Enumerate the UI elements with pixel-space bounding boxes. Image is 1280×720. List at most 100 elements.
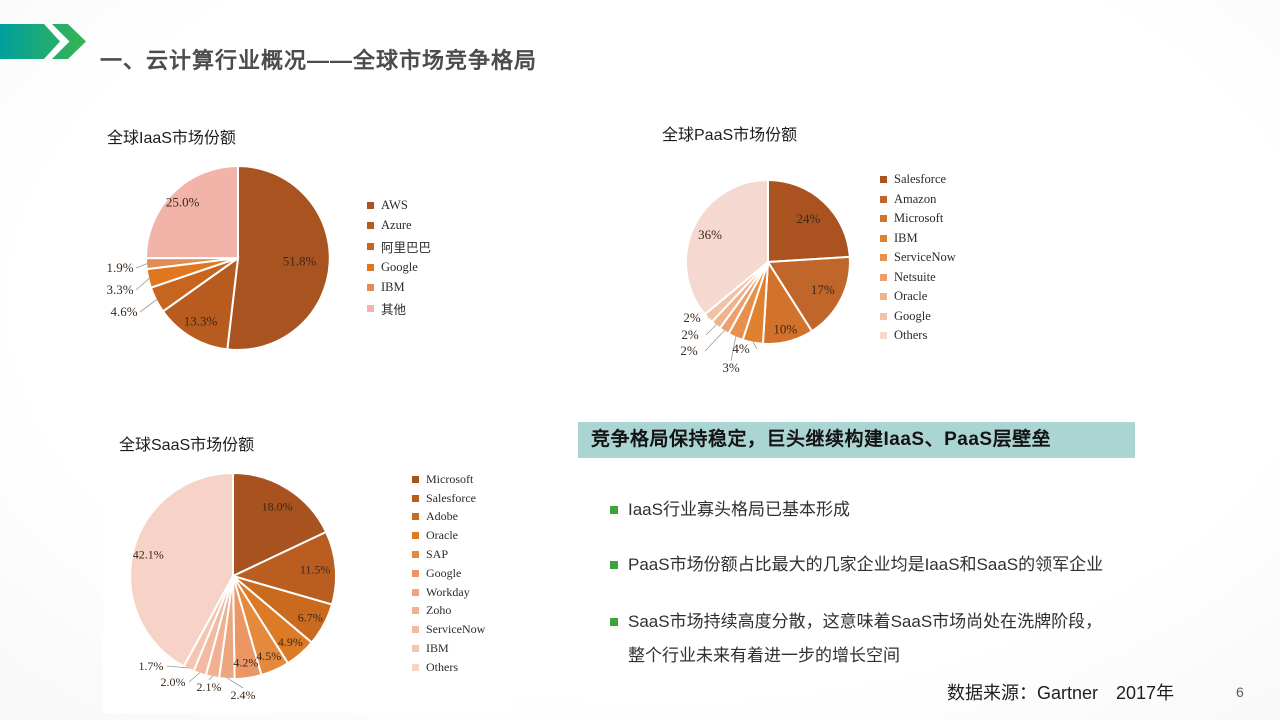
- legend-item: Zoho: [412, 602, 485, 621]
- legend-item: IBM: [367, 277, 431, 298]
- legend-marker-icon: [412, 532, 419, 540]
- pie-label: 4.9%: [278, 635, 303, 649]
- pie-label: 4.2%: [233, 656, 258, 670]
- paas-pie-chart: 24% 17% 10% 4% 3% 2% 2% 2% 36% 全球PaaS市场份额 Salesf…: [645, 116, 985, 382]
- leader-line: [208, 675, 213, 681]
- legend-label: AWS: [381, 197, 408, 212]
- legend-marker-icon: [412, 569, 419, 577]
- leader-line: [752, 341, 758, 350]
- legend-label: Zoho: [426, 603, 452, 618]
- legend-label: Netsuite: [894, 269, 936, 284]
- arrow-chevron-shape: [52, 24, 86, 59]
- legend-label: Others: [894, 328, 928, 343]
- legend-marker-icon: [880, 176, 887, 184]
- legend-label: IBM: [426, 641, 449, 656]
- legend-item: Netsuite: [880, 268, 956, 288]
- bullet-text: IaaS行业寡头格局已基本形成: [628, 500, 850, 519]
- leader-line: [135, 263, 148, 269]
- legend-marker-icon: [367, 242, 374, 250]
- legend-item: 阿里巴巴: [367, 236, 431, 257]
- legend-label: IBM: [381, 280, 405, 295]
- legend-item: Workday: [412, 583, 485, 602]
- legend-marker-icon: [880, 273, 887, 281]
- legend-label: Azure: [381, 218, 412, 233]
- legend-item: AWS: [367, 195, 431, 216]
- legend-marker-icon: [412, 645, 419, 653]
- pie-label: 2.0%: [161, 675, 186, 689]
- legend-label: Salesforce: [894, 172, 947, 187]
- legend-marker-icon: [412, 513, 419, 521]
- pie-label: 51.8%: [283, 254, 317, 269]
- legend-item: ServiceNow: [880, 248, 956, 268]
- legend-marker-icon: [367, 304, 374, 312]
- legend-marker-icon: [367, 263, 374, 271]
- leader-line: [188, 672, 201, 683]
- legend-label: 其他: [381, 302, 407, 317]
- pie-label: 17%: [811, 282, 835, 297]
- legend-label: Google: [381, 259, 418, 274]
- chart-title-saas: 全球SaaS市场份额: [119, 437, 255, 454]
- pie-label: 2%: [683, 310, 701, 325]
- legend-label: 阿里巴巴: [381, 240, 432, 255]
- legend-item: Azure: [367, 216, 431, 237]
- pie-label: 4%: [732, 341, 750, 356]
- legend-marker-icon: [880, 234, 887, 242]
- pie-label: 25.0%: [166, 195, 200, 210]
- legend-item: 其他: [367, 298, 431, 319]
- legend-marker-icon: [880, 254, 887, 262]
- legend-marker-icon: [412, 551, 419, 559]
- pie-label: 3%: [722, 360, 740, 375]
- saas-pie-chart: 18.0% 11.5% 6.7% 4.9% 4.5% 4.2% 2.4% 2.1% 2.0% 1.…: [103, 425, 510, 713]
- legend-label: Salesforce: [426, 490, 476, 505]
- legend-marker-icon: [367, 284, 374, 292]
- legend-item: IBM: [880, 229, 956, 249]
- pie-slice: [232, 471, 328, 578]
- pie-slice: [766, 255, 851, 333]
- legend-marker-icon: [880, 312, 887, 320]
- legend-item: Microsoft: [880, 209, 956, 229]
- bullet-text-line1: SaaS市场持续高度分散，这意味着SaaS市场尚处在洗牌阶段，: [628, 612, 1103, 631]
- pie-label: 2.4%: [231, 688, 256, 702]
- bullet-square-icon: [610, 561, 618, 569]
- legend-item: Google: [367, 257, 431, 278]
- legend-item: Adobe: [412, 508, 485, 527]
- leader-line: [226, 677, 244, 689]
- legend-marker-icon: [367, 222, 374, 230]
- legend-item: Microsoft: [412, 470, 485, 489]
- arrow-banner-shape: [0, 24, 60, 59]
- legend-marker-icon: [367, 201, 374, 209]
- pie-slice: [129, 471, 234, 668]
- legend-item: Salesforce: [880, 170, 956, 190]
- pie-label: 18.0%: [262, 499, 293, 513]
- saas-pie: 18.0% 11.5% 6.7% 4.9%4.5%4.2% 2.4% 2.1% 2.0% 1.…: [129, 471, 337, 702]
- legend-item: Oracle: [412, 526, 485, 545]
- legend-marker-icon: [412, 607, 419, 615]
- pie-slice: [226, 164, 331, 351]
- legend-label: ServiceNow: [894, 250, 956, 265]
- legend-item: Amazon: [880, 190, 956, 210]
- legend-item: IBM: [412, 639, 485, 658]
- pie-label: 36%: [698, 227, 722, 242]
- pie-label: 11.5%: [300, 562, 331, 576]
- legend-label: Oracle: [426, 528, 458, 543]
- legend-marker-icon: [412, 494, 419, 502]
- legend-marker-icon: [412, 663, 419, 671]
- leader-line: [704, 330, 725, 352]
- legend-label: Workday: [426, 584, 470, 599]
- pie-label: 2%: [680, 343, 698, 358]
- legend-marker-icon: [880, 293, 887, 301]
- legend-label: ServiceNow: [426, 622, 486, 637]
- legend-marker-icon: [412, 626, 419, 634]
- leader-line: [135, 278, 150, 291]
- pie-label: 1.9%: [106, 260, 133, 275]
- legend-label: Others: [426, 659, 458, 674]
- data-source: 数据来源：Gartner 2017年: [947, 683, 1175, 703]
- pie-slice: [144, 164, 239, 260]
- pie-label: 6.7%: [298, 610, 323, 624]
- pie-label: 4.5%: [256, 649, 281, 663]
- legend-label: SAP: [426, 547, 449, 562]
- legend-item: Google: [880, 307, 956, 327]
- legend-label: Microsoft: [894, 211, 944, 226]
- iaas-pie-chart: 51.8% 13.3% 4.6% 3.3% 1.9% 25.0% 全球IaaS市场份额 A…: [93, 118, 478, 365]
